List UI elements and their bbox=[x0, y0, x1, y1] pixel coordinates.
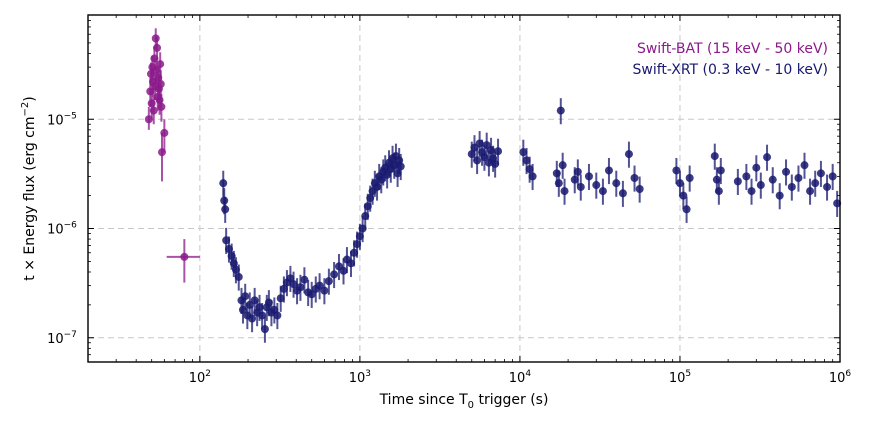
data-point bbox=[273, 311, 282, 320]
data-point bbox=[679, 191, 688, 200]
data-point bbox=[823, 182, 832, 191]
data-point bbox=[156, 60, 165, 69]
series-xrt bbox=[219, 98, 842, 343]
x-tick-label: 104 bbox=[509, 369, 532, 386]
data-point bbox=[682, 205, 691, 214]
data-point bbox=[324, 277, 333, 286]
y-axis-label: t × Energy flux (erg cm−2) bbox=[20, 96, 38, 281]
data-point bbox=[260, 325, 269, 334]
data-point bbox=[811, 179, 820, 188]
data-point bbox=[710, 152, 719, 161]
data-point bbox=[522, 156, 531, 165]
y-tick-label: 10−7 bbox=[47, 330, 77, 347]
data-point bbox=[742, 172, 751, 181]
data-point bbox=[763, 153, 772, 162]
data-point bbox=[685, 173, 694, 182]
data-point bbox=[339, 266, 348, 275]
data-point bbox=[768, 175, 777, 184]
legend: Swift-BAT (15 keV - 50 keV) Swift-XRT (0.… bbox=[632, 41, 828, 78]
data-point bbox=[573, 167, 582, 176]
data-point bbox=[752, 163, 761, 172]
data-point bbox=[347, 259, 356, 268]
data-point bbox=[584, 172, 593, 181]
data-point bbox=[149, 106, 158, 115]
data-point bbox=[675, 179, 684, 188]
data-point bbox=[556, 106, 565, 115]
legend-entry: Swift-BAT (15 keV - 50 keV) bbox=[637, 41, 828, 57]
data-point bbox=[300, 275, 309, 284]
data-point bbox=[716, 166, 725, 175]
data-point bbox=[221, 205, 230, 214]
y-tick-label: 10−6 bbox=[47, 221, 77, 238]
x-tick-label: 102 bbox=[189, 369, 211, 386]
data-point bbox=[604, 166, 613, 175]
plot-frame bbox=[87, 14, 841, 363]
data-point bbox=[296, 283, 305, 292]
data-point bbox=[473, 156, 482, 165]
x-tick-label: 106 bbox=[829, 369, 852, 386]
data-point bbox=[794, 173, 803, 182]
data-point bbox=[747, 187, 756, 196]
data-point bbox=[494, 147, 503, 156]
x-tick-label: 105 bbox=[669, 369, 691, 386]
data-point bbox=[151, 34, 160, 43]
data-point bbox=[592, 181, 601, 190]
data-point bbox=[234, 272, 243, 281]
data-point bbox=[153, 43, 162, 52]
data-layer bbox=[144, 28, 842, 343]
x-axis-label: Time since T0 trigger (s) bbox=[379, 392, 549, 411]
data-point bbox=[733, 177, 742, 186]
data-point bbox=[806, 187, 815, 196]
axis-ticks: 102 103 104 105 106 10−7 10−6 10−5 bbox=[47, 15, 851, 386]
data-point bbox=[630, 173, 639, 182]
data-point bbox=[775, 191, 784, 200]
data-point bbox=[612, 179, 621, 188]
data-point bbox=[598, 187, 607, 196]
data-point bbox=[570, 175, 579, 184]
data-point bbox=[289, 280, 298, 289]
data-point bbox=[672, 166, 681, 175]
y-tick-label: 10−5 bbox=[47, 111, 77, 128]
data-point bbox=[180, 252, 189, 261]
data-point bbox=[624, 150, 633, 159]
data-point bbox=[782, 167, 791, 176]
data-point bbox=[618, 189, 627, 198]
data-point bbox=[558, 161, 567, 170]
data-point bbox=[330, 270, 339, 279]
data-point bbox=[320, 286, 329, 295]
data-point bbox=[828, 172, 837, 181]
data-point bbox=[756, 181, 765, 190]
data-point bbox=[816, 169, 825, 178]
data-point bbox=[248, 314, 257, 323]
data-point bbox=[241, 292, 250, 301]
legend-entry: Swift-XRT (0.3 keV - 10 keV) bbox=[632, 62, 828, 78]
data-point bbox=[787, 182, 796, 191]
x-tick-label: 103 bbox=[349, 369, 371, 386]
data-point bbox=[519, 148, 528, 157]
data-point bbox=[528, 172, 537, 181]
data-point bbox=[554, 179, 563, 188]
data-point bbox=[157, 102, 166, 111]
data-point bbox=[833, 199, 842, 208]
data-point bbox=[156, 80, 165, 89]
data-point bbox=[396, 162, 405, 171]
series-bat bbox=[144, 28, 200, 283]
data-point bbox=[714, 187, 723, 196]
data-point bbox=[635, 184, 644, 193]
data-point bbox=[576, 182, 585, 191]
data-point bbox=[219, 179, 228, 188]
data-point bbox=[279, 284, 288, 293]
data-point bbox=[560, 187, 569, 196]
data-point bbox=[276, 294, 285, 303]
data-point bbox=[800, 161, 809, 170]
data-point bbox=[160, 128, 169, 137]
data-point bbox=[315, 281, 324, 290]
